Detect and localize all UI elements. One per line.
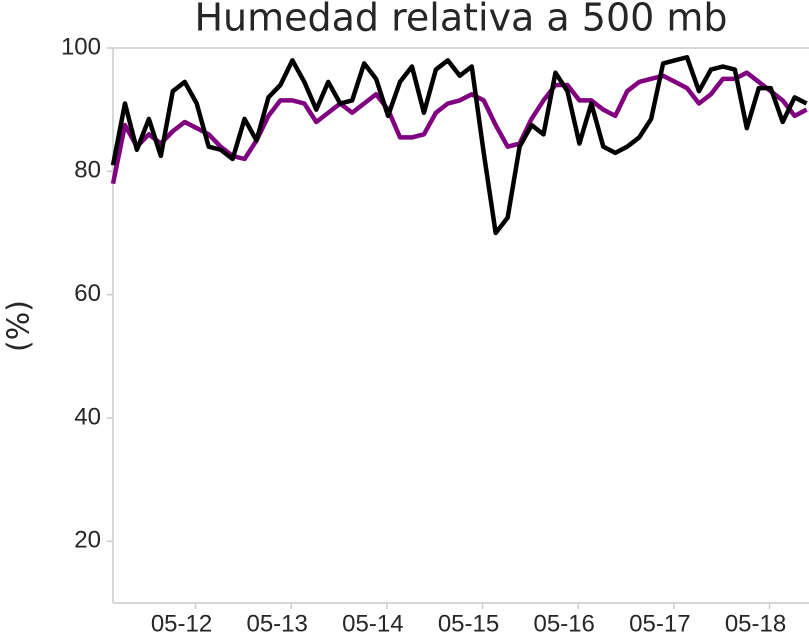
y-tick-label: 60 — [74, 280, 101, 307]
y-tick-label: 80 — [74, 157, 101, 184]
x-tick-label: 05-14 — [342, 610, 403, 637]
x-tick-label: 05-17 — [629, 610, 690, 637]
plot-area — [112, 47, 809, 604]
series-line — [110, 70, 808, 185]
chart-title: Humedad relativa a 500 mb — [194, 0, 727, 40]
y-tick-label: 20 — [74, 527, 101, 554]
x-tick-label: 05-15 — [438, 610, 499, 637]
y-axis-label: (%) — [2, 300, 37, 352]
y-tick-label: 40 — [74, 403, 101, 430]
x-tick-label: 05-18 — [725, 610, 786, 637]
y-tick-label: 100 — [61, 33, 101, 60]
x-tick-label: 05-12 — [151, 610, 212, 637]
x-tick-label: 05-13 — [246, 610, 307, 637]
series-line — [110, 55, 808, 236]
x-tick-label: 05-16 — [534, 610, 595, 637]
